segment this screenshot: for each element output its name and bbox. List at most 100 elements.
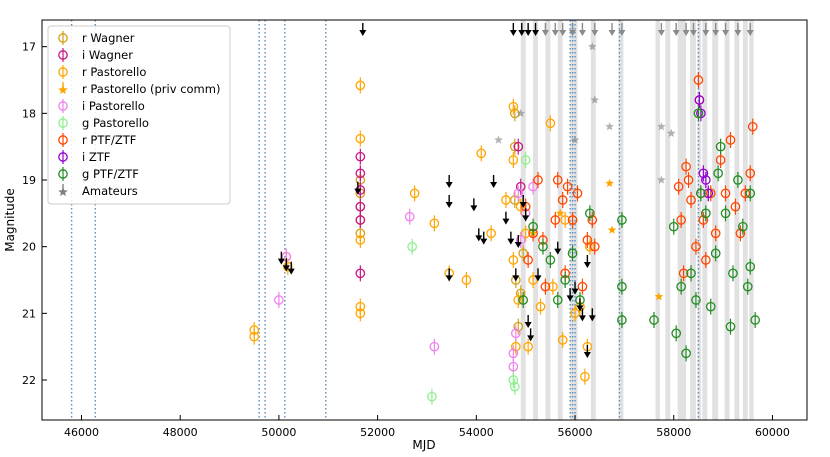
amateurs-point: [605, 122, 614, 131]
g-ptf-ztf-point: [617, 315, 627, 325]
x-tick-label: 60000: [755, 426, 790, 439]
g-ptf-ztf-point: [737, 221, 748, 232]
r-ptf-ztf-point: [745, 168, 756, 179]
g-ptf-ztf-point: [584, 208, 595, 219]
g-ptf-ztf-point: [681, 348, 691, 359]
x-tick-label: 48000: [163, 426, 198, 439]
shaded-band: [557, 20, 563, 420]
upper-limits-point: [527, 335, 535, 342]
r-ptf-ztf-point: [747, 121, 758, 132]
upper-limits-point: [480, 238, 488, 245]
limit-arrow-grey: [689, 30, 697, 36]
r-pastorello-point: [560, 215, 571, 225]
i-pastorello-point: [404, 211, 415, 222]
r-pastorello-point: [429, 218, 440, 229]
r-pastorello-priv-comm-point: [607, 225, 617, 234]
upper-limits-point: [512, 275, 520, 282]
upper-limits-point: [578, 315, 586, 322]
legend-marker: [58, 50, 68, 60]
upper-limits-point: [519, 202, 527, 208]
amateurs-point: [570, 135, 580, 144]
r-ptf-ztf-point: [691, 241, 701, 252]
r-ptf-ztf-point: [540, 281, 551, 292]
amateurs-point: [516, 108, 525, 117]
g-ptf-ztf-point: [686, 268, 696, 279]
shaded-band: [533, 20, 539, 420]
r-wagner-point: [513, 321, 524, 332]
r-ptf-ztf-point: [678, 268, 689, 279]
r-pastorello-point: [570, 308, 580, 319]
i-ztf-point: [696, 108, 706, 119]
r-ptf-ztf-point: [720, 188, 731, 199]
limit-arrow-black: [524, 30, 532, 36]
x-tick-label: 54000: [459, 426, 494, 439]
r-pastorello-point: [523, 341, 533, 352]
shaded-band: [570, 20, 578, 420]
shaded-band: [702, 20, 708, 420]
g-ptf-ztf-point: [567, 248, 578, 259]
limit-arrow-grey: [559, 30, 567, 36]
upper-limits-point: [583, 352, 591, 358]
legend-label: g Pastorello: [82, 116, 149, 130]
g-ptf-ztf-point: [518, 295, 529, 305]
upper-limits-point: [445, 182, 453, 188]
i-ztf-point: [703, 188, 714, 199]
limit-arrow-grey: [682, 30, 690, 36]
upper-limits-point: [282, 265, 290, 272]
limit-arrow-grey: [591, 30, 599, 36]
limit-arrow-grey: [746, 30, 754, 36]
r-pastorello-priv-comm-point: [605, 178, 614, 187]
plot-frame: [41, 19, 808, 421]
upper-limits-point: [502, 218, 510, 225]
r-ptf-ztf-point: [577, 281, 588, 292]
g-ptf-ztf-point: [528, 221, 538, 232]
legend-box: [47, 25, 231, 205]
r-ptf-ztf-point: [730, 201, 741, 212]
i-pastorello-point: [429, 341, 440, 352]
r-pastorello-point: [545, 118, 556, 129]
r-ptf-ztf-point: [582, 235, 593, 245]
r-pastorello-point: [355, 133, 366, 144]
shaded-band: [677, 20, 687, 420]
i-ztf-point: [698, 168, 709, 179]
g-ptf-ztf-point: [560, 275, 571, 285]
i-pastorello-point: [274, 295, 284, 305]
r-pastorello-point: [476, 148, 487, 159]
i-pastorello-point: [515, 235, 526, 245]
upper-limits-point: [524, 322, 532, 328]
shaded-band: [665, 20, 671, 420]
legend-marker: [58, 118, 68, 128]
legend-marker: [58, 135, 68, 145]
g-ptf-ztf-point: [668, 221, 679, 232]
legend-marker: [58, 169, 68, 179]
g-pastorello-point: [508, 375, 519, 385]
upper-limits-point: [490, 182, 498, 188]
upper-limits-point: [554, 248, 562, 255]
upper-limits-point: [354, 188, 362, 195]
r-pastorello-point: [355, 308, 366, 319]
x-tick-label: 58000: [656, 426, 691, 439]
legend-marker: [58, 101, 68, 111]
upper-limits-point: [475, 235, 483, 242]
limit-arrow-grey: [702, 30, 710, 36]
data-markers: [249, 42, 761, 405]
upper-limits-point: [576, 305, 584, 312]
x-axis-ticks: 46000 48000 50000 52000 54000 56000 58000 60000: [64, 415, 790, 439]
g-ptf-ztf-point: [649, 315, 659, 325]
g-ptf-ztf-point: [676, 281, 686, 292]
r-wagner-point: [518, 248, 529, 259]
x-tick-label: 50000: [261, 426, 296, 439]
limit-arrow-grey: [657, 30, 665, 36]
g-ptf-ztf-point: [728, 268, 738, 279]
r-pastorello-point: [508, 155, 519, 165]
r-pastorello-point: [513, 295, 524, 305]
shaded-bands: [520, 20, 754, 420]
r-ptf-ztf-point: [683, 175, 694, 185]
r-pastorello-point: [520, 228, 531, 239]
amateurs-point: [588, 42, 597, 51]
limit-arrow-black: [509, 30, 517, 36]
legend-label: g PTF/ZTF: [82, 167, 139, 181]
r-pastorello-point: [508, 101, 519, 112]
g-ptf-ztf-point: [750, 315, 761, 325]
i-wagner-point: [355, 268, 366, 279]
